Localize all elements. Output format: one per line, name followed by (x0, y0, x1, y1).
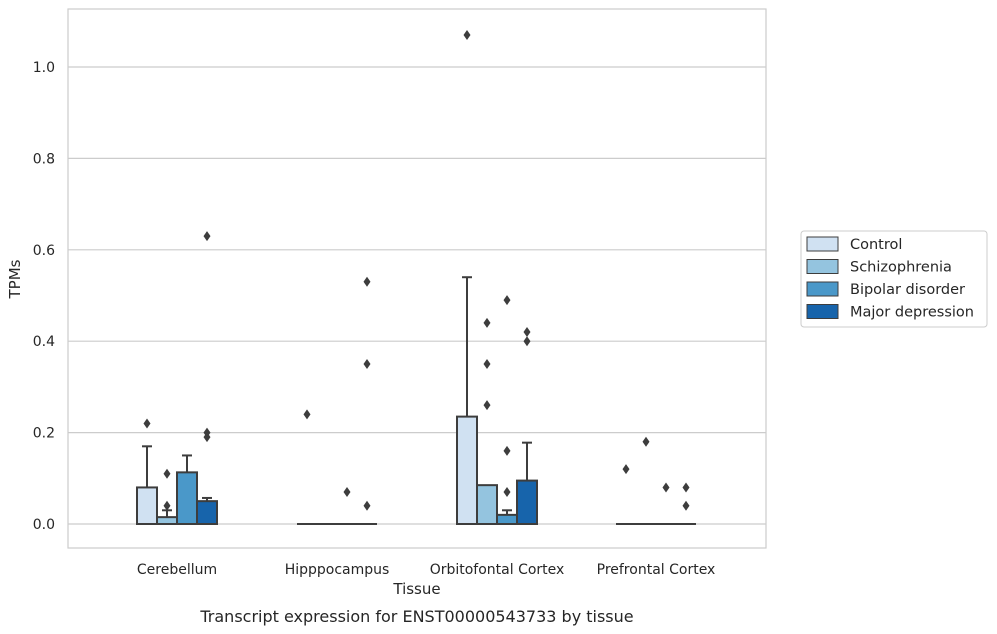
box-0-1 (156, 468, 178, 526)
box-3-3 (676, 482, 696, 525)
legend-swatch (806, 304, 839, 319)
outlier-point (503, 445, 511, 456)
outlier-point (303, 409, 311, 420)
outlier-point (363, 276, 371, 287)
outlier-point (662, 482, 670, 493)
outlier-point (523, 336, 531, 347)
box-3-2 (656, 482, 676, 525)
legend-label: Schizophrenia (850, 260, 952, 276)
box (496, 513, 518, 525)
box-1-0 (297, 409, 317, 525)
outlier-point (363, 500, 371, 511)
box-0-2 (176, 454, 198, 526)
grid-lines (68, 66, 766, 525)
plot-frame (67, 8, 767, 549)
box-1-2 (337, 487, 357, 525)
y-tick-label: 0.8 (33, 151, 55, 167)
outlier-point (203, 231, 211, 242)
box-2-1 (476, 317, 498, 525)
y-axis-ticks: 0.0 0.2 0.4 0.6 0.8 1.0 (33, 60, 55, 533)
boxes (136, 30, 696, 526)
outlier-point (483, 359, 491, 370)
outlier-point (343, 487, 351, 498)
legend: Control Schizophrenia Bipolar disorder Majo… (800, 230, 988, 328)
outlier-point (682, 500, 690, 511)
outlier-point (483, 400, 491, 411)
box-0-0 (136, 418, 158, 526)
outlier-point (203, 427, 211, 438)
y-axis-label: TPMs (6, 259, 24, 299)
legend-label: Major depression (850, 305, 974, 321)
box-1-3 (357, 276, 377, 525)
legend-swatch (806, 236, 839, 252)
y-tick-label: 0.2 (33, 426, 55, 442)
y-tick-label: 0.4 (33, 334, 55, 350)
box-0-3 (196, 231, 218, 525)
box-3-0 (616, 464, 636, 525)
outlier-point (622, 464, 630, 475)
box (176, 471, 198, 526)
x-axis-label: Tissue (392, 580, 440, 598)
x-axis-ticks: Cerebellum Hipppocampus Orbitofontal Corte… (137, 562, 715, 578)
box-3-1 (636, 436, 656, 525)
box (156, 516, 178, 526)
legend-label: Bipolar disorder (850, 282, 965, 298)
x-tick-label: Cerebellum (137, 562, 217, 578)
box-2-3 (516, 327, 538, 525)
legend-label: Control (850, 237, 902, 253)
box-2-0 (456, 30, 478, 526)
outlier-point (463, 30, 471, 41)
outlier-point (483, 317, 491, 328)
x-tick-label: Prefrontal Cortex (597, 562, 716, 578)
y-tick-label: 0.6 (33, 243, 55, 259)
outlier-point (163, 500, 171, 511)
legend-swatch (806, 259, 839, 274)
chart-caption: Transcript expression for ENST0000054373… (199, 607, 633, 626)
box (456, 415, 478, 526)
box (516, 479, 538, 525)
y-tick-label: 1.0 (33, 60, 55, 76)
legend-frame (800, 230, 988, 328)
outlier-point (503, 487, 511, 498)
box (196, 500, 218, 525)
outlier-point (523, 327, 531, 338)
outlier-point (682, 482, 690, 493)
y-tick-label: 0.0 (33, 517, 55, 533)
outlier-point (143, 418, 151, 429)
outlier-point (363, 359, 371, 370)
x-tick-label: Orbitofontal Cortex (430, 562, 565, 578)
legend-swatch (806, 281, 839, 297)
x-tick-label: Hipppocampus (285, 562, 390, 578)
box (476, 484, 498, 525)
outlier-point (163, 468, 171, 479)
box-2-2 (496, 295, 518, 525)
box (136, 486, 158, 526)
outlier-point (642, 436, 650, 447)
outlier-point (503, 295, 511, 306)
